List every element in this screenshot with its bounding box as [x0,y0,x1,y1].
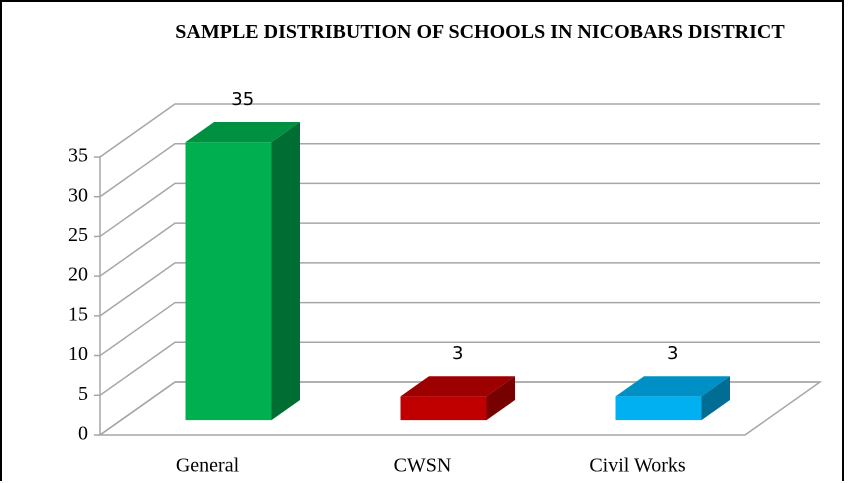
value-label: 3 [667,343,678,364]
grid-line [99,381,820,436]
chart-title: SAMPLE DISTRIBUTION OF SCHOOLS IN NICOBA… [175,21,785,43]
y-tick-label: 30 [68,184,88,206]
y-tick-label: 15 [68,303,88,325]
bar [185,142,272,421]
x-tick-label: Civil Works [589,455,686,477]
x-tick-label: General [176,455,240,477]
bar-side [701,376,730,421]
bar-top [400,376,515,397]
bar [615,396,702,421]
y-tick-label: 25 [68,224,88,246]
bar-top [615,376,730,397]
grid-line [99,182,820,238]
bar-top [185,122,300,143]
x-tick-label: CWSN [394,455,452,477]
bar [400,396,487,421]
value-label: 3 [452,343,463,364]
value-label: 35 [231,89,254,110]
grid-line [99,103,820,158]
grid-line [99,222,820,277]
y-tick-label: 20 [68,264,88,286]
bar-side [271,122,300,421]
y-tick-label: 10 [68,343,88,365]
bar-side [486,376,515,421]
grid-line [99,262,820,317]
y-tick-label: 35 [68,145,88,167]
grid-line [99,142,820,198]
y-tick-label: 5 [78,383,88,405]
grid-line [99,301,820,357]
y-tick-label: 0 [78,423,88,445]
grid-line [99,341,820,396]
